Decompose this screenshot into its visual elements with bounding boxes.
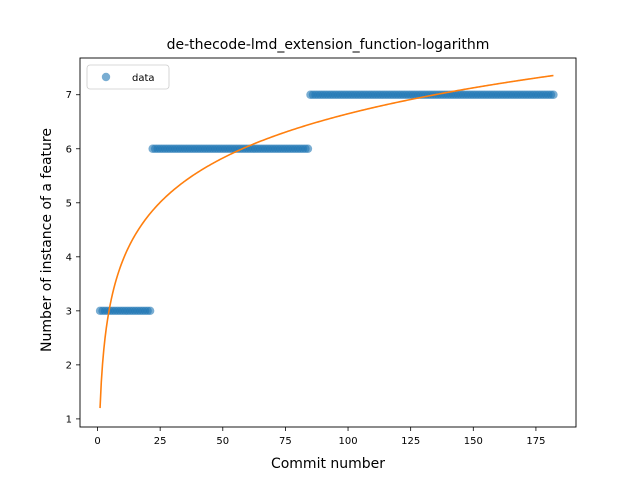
y-tick-label: 1	[66, 414, 72, 425]
axes: 0 25 50 75 100 125 150 175 1 2 3 4 5 6 7	[66, 57, 577, 447]
x-tick-label: 150	[464, 436, 483, 447]
data-point	[145, 306, 155, 316]
legend-box	[86, 64, 170, 90]
x-tick-label: 75	[279, 436, 292, 447]
y-axis-label: Number of instance of a feature	[39, 128, 55, 352]
y-tick-label: 6	[66, 144, 72, 155]
y-tick-label: 5	[66, 198, 72, 209]
x-tick-label: 0	[94, 436, 100, 447]
data-point	[303, 144, 313, 153]
y-tick-label: 2	[66, 360, 72, 371]
plot-area	[95, 74, 558, 409]
legend-label: data	[132, 73, 155, 84]
fit-line	[99, 74, 554, 409]
x-tick-label: 125	[401, 436, 420, 447]
legend-marker	[101, 72, 111, 82]
legend: data	[86, 64, 170, 90]
axes-frame	[79, 57, 577, 428]
chart-title: de-thecode-lmd_extension_function-logari…	[167, 37, 490, 53]
x-tick-label: 25	[154, 436, 167, 447]
y-tick-label: 7	[66, 90, 72, 101]
y-tick-label: 4	[66, 252, 72, 263]
x-tick-label: 100	[338, 436, 357, 447]
y-tick-label: 3	[66, 306, 72, 317]
x-tick-label: 50	[216, 436, 229, 447]
data-point	[549, 90, 558, 99]
x-axis-label: Commit number	[271, 456, 385, 472]
x-tick-label: 175	[526, 436, 545, 447]
